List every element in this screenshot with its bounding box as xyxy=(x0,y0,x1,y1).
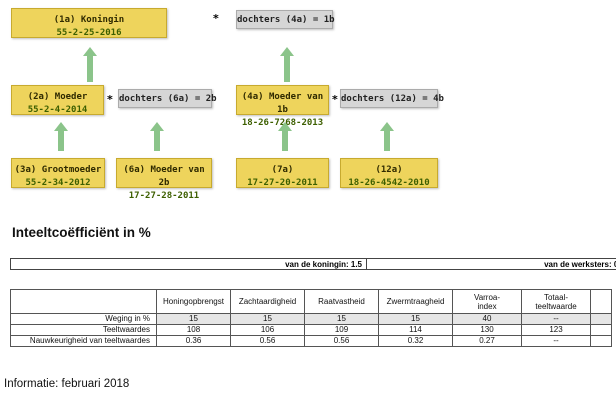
info-footer: Informatie: februari 2018 xyxy=(4,378,130,390)
box-12a-id: 18-26-4542-2010 xyxy=(348,178,430,188)
mother-cross-star: * xyxy=(107,93,113,106)
column-header: Raatvastheid xyxy=(304,289,379,314)
arrow-up-icon xyxy=(150,122,164,151)
box-12a: (12a) 18-26-4542-2010 xyxy=(340,158,438,188)
mother-of-2b-box: (6a) Moeder van 2b 17-27-28-2011 xyxy=(116,158,212,201)
table-edge-cell xyxy=(590,313,612,325)
arrow-up-icon xyxy=(278,122,292,151)
table-row: Nauwkeurigheid van teeltwaardes 0.36 0.5… xyxy=(10,335,612,347)
grandmother-code: (3a) Grootmoeder xyxy=(14,165,102,175)
table-cell: 15 xyxy=(230,313,305,325)
table-cell: 109 xyxy=(304,324,379,336)
table-cell: 0.32 xyxy=(378,335,453,347)
mother-box: (2a) Moeder 55-2-4-2014 xyxy=(11,85,104,115)
box-7a: (7a) 17-27-20-2011 xyxy=(236,158,329,188)
table-cell: 0.27 xyxy=(452,335,522,347)
table-cell: 106 xyxy=(230,324,305,336)
arrow-up-icon xyxy=(83,47,97,82)
table-cell: -- xyxy=(521,335,591,347)
table-edge-cell xyxy=(590,335,612,347)
table-cell: 15 xyxy=(304,313,379,325)
queen-id: 55-2-25-2016 xyxy=(56,28,122,38)
mother-of-2b-code: (6a) Moeder van 2b xyxy=(123,165,205,188)
column-header-line: Totaal- xyxy=(543,292,568,302)
mother-of-1b-code: (4a) Moeder van 1b xyxy=(241,92,324,115)
table-corner-cell xyxy=(10,289,157,314)
column-header-line: teeltwaarde xyxy=(535,301,577,311)
row-label: Teeltwaardes xyxy=(10,324,157,336)
table-row: Weging in % 15 15 15 15 40 -- xyxy=(10,313,612,325)
box-12a-code: (12a) xyxy=(375,165,403,175)
mother-of-1b-box: (4a) Moeder van 1b 18-26-7268-2013 xyxy=(236,85,329,128)
box-7a-code: (7a) xyxy=(271,165,294,175)
column-header: Zwermtraagheid xyxy=(378,289,453,314)
table-edge-cell xyxy=(590,289,612,314)
box-7a-id: 17-27-20-2011 xyxy=(247,178,318,188)
inbreeding-workers: van de werksters: 0.8 xyxy=(544,260,616,269)
queen-daughters-box: dochters (4a) = 1b xyxy=(236,10,335,29)
breeding-value-table: Honingopbrengst Zachtaardigheid Raatvast… xyxy=(10,289,612,347)
row-label: Weging in % xyxy=(10,313,157,325)
table-cell: 15 xyxy=(378,313,453,325)
table-cell: 123 xyxy=(521,324,591,336)
arrow-up-icon xyxy=(280,47,294,82)
mother-of-2b-id: 17-27-28-2011 xyxy=(128,191,200,201)
table-row: Teeltwaardes 108 106 109 114 130 123 xyxy=(10,324,612,336)
mother-of-1b-cross-star: * xyxy=(332,93,338,106)
table-cell: 40 xyxy=(452,313,522,325)
column-header-line: index xyxy=(477,301,497,311)
column-header: Varroa- index xyxy=(452,289,522,314)
table-edge-cell xyxy=(590,324,612,336)
column-header: Totaal- teeltwaarde xyxy=(521,289,591,314)
mother-code: (2a) Moeder xyxy=(27,92,88,102)
table-cell: 0.56 xyxy=(230,335,305,347)
queen-cross-star: * xyxy=(213,12,219,25)
grandmother-box: (3a) Grootmoeder 55-2-34-2012 xyxy=(11,158,105,188)
table-header-row: Honingopbrengst Zachtaardigheid Raatvast… xyxy=(10,289,612,314)
queen-box: (1a) Koningin 55-2-25-2016 xyxy=(11,8,167,38)
table-cell: 15 xyxy=(156,313,231,325)
mother-daughters-box: dochters (6a) = 2b xyxy=(118,89,217,108)
row-label: Nauwkeurigheid van teeltwaardes xyxy=(10,335,157,347)
arrow-up-icon xyxy=(380,122,394,151)
column-header: Zachtaardigheid xyxy=(230,289,305,314)
queen-code: (1a) Koningin xyxy=(53,15,125,25)
grandmother-id: 55-2-34-2012 xyxy=(25,178,91,188)
mother-id: 55-2-4-2014 xyxy=(27,105,88,115)
table-cell: 0.56 xyxy=(304,335,379,347)
inbreeding-queen: van de koningin: 1.5 xyxy=(11,259,367,269)
column-header-line: Varroa- xyxy=(473,292,501,302)
column-header: Honingopbrengst xyxy=(156,289,231,314)
inbreeding-bar: van de koningin: 1.5 van de werksters: 0… xyxy=(10,258,616,270)
arrow-up-icon xyxy=(54,122,68,151)
table-cell: 108 xyxy=(156,324,231,336)
table-cell: 0.36 xyxy=(156,335,231,347)
mother-of-1b-daughters-box: dochters (12a) = 4b xyxy=(340,89,444,108)
table-cell: 114 xyxy=(378,324,453,336)
table-cell: 130 xyxy=(452,324,522,336)
inbreeding-title: Inteeltcoëfficiënt in % xyxy=(12,225,151,240)
table-cell: -- xyxy=(521,313,591,325)
